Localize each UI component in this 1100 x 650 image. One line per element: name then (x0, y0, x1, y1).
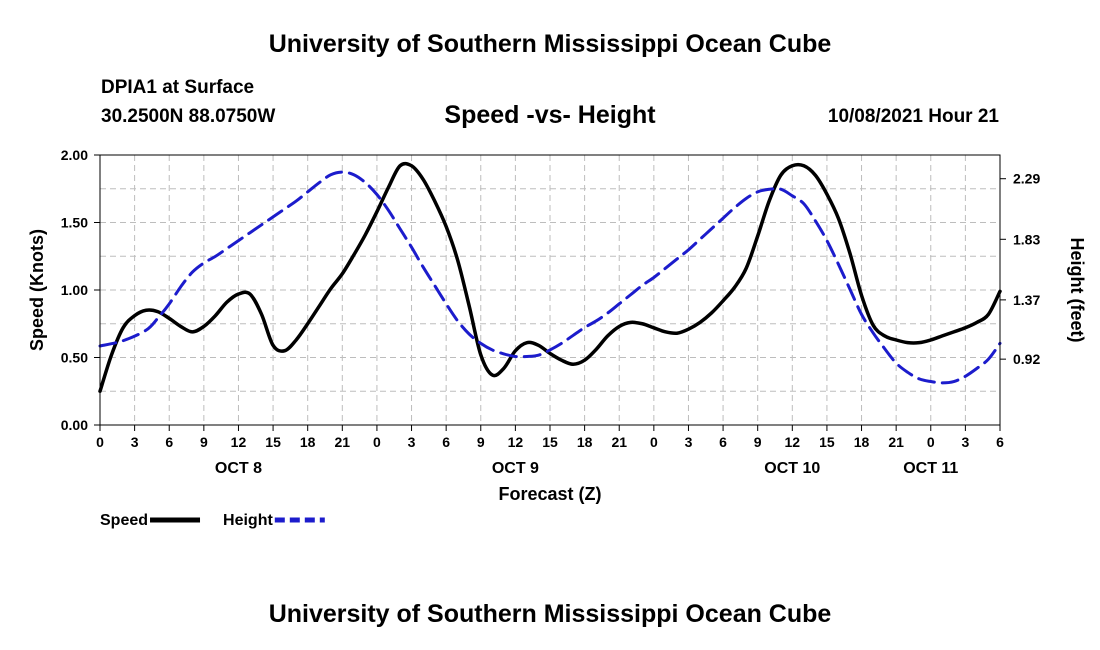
y-right-tick-label: 0.92 (1013, 351, 1040, 367)
x-tick-label: 6 (719, 434, 727, 450)
y-left-tick-label: 1.00 (61, 282, 88, 298)
x-tick-label: 12 (508, 434, 524, 450)
station-label: DPIA1 at Surface (101, 77, 255, 98)
x-tick-label: 15 (542, 434, 558, 450)
x-tick-label: 0 (927, 434, 935, 450)
y-left-axis-title: Speed (Knots) (27, 229, 47, 351)
x-tick-label: 9 (754, 434, 762, 450)
x-tick-label: 21 (888, 434, 904, 450)
x-tick-label: 3 (961, 434, 969, 450)
x-tick-label: 15 (265, 434, 281, 450)
date-label: OCT 10 (764, 460, 820, 477)
y-right-tick-label: 2.29 (1013, 171, 1040, 187)
x-tick-label: 6 (165, 434, 173, 450)
y-right-axis-title: Height (feet) (1067, 238, 1087, 343)
x-tick-label: 0 (96, 434, 104, 450)
y-right-tick-label: 1.37 (1013, 292, 1040, 308)
y-right-tick-label: 1.83 (1013, 231, 1040, 247)
date-label: OCT 9 (492, 460, 539, 477)
legend-label: Height (223, 512, 273, 529)
date-label: OCT 8 (215, 460, 262, 477)
x-tick-label: 3 (685, 434, 693, 450)
x-tick-label: 18 (300, 434, 316, 450)
x-axis-title: Forecast (Z) (498, 484, 601, 504)
x-tick-label: 12 (231, 434, 247, 450)
series-line-speed (98, 161, 1002, 393)
x-tick-label: 21 (335, 434, 351, 450)
y-left-tick-label: 1.50 (61, 215, 88, 231)
x-tick-label: 6 (442, 434, 450, 450)
x-tick-label: 3 (131, 434, 139, 450)
series-line-height (98, 170, 1002, 385)
x-tick-label: 9 (477, 434, 485, 450)
x-tick-label: 3 (408, 434, 416, 450)
datetime-label: 10/08/2021 Hour 21 (827, 106, 999, 127)
x-tick-label: 9 (200, 434, 208, 450)
y-left-tick-label: 2.00 (61, 147, 88, 163)
y-left-tick-label: 0.50 (61, 350, 88, 366)
date-label: OCT 11 (903, 460, 958, 477)
plot-frame (99, 154, 1001, 426)
x-tick-label: 21 (611, 434, 627, 450)
y-left-tick-label: 0.00 (61, 417, 88, 433)
chart-subtitle: Speed -vs- Height (444, 101, 656, 129)
x-tick-label: 18 (854, 434, 870, 450)
bottom-title: University of Southern Mississippi Ocean… (268, 600, 832, 628)
legend-label: Speed (100, 512, 148, 529)
x-tick-label: 15 (819, 434, 835, 450)
x-tick-label: 0 (650, 434, 658, 450)
x-tick-label: 12 (785, 434, 801, 450)
x-tick-label: 0 (373, 434, 381, 450)
x-tick-label: 18 (577, 434, 593, 450)
coordinates-label: 30.2500N 88.0750W (101, 106, 276, 127)
top-title: University of Southern Mississippi Ocean… (268, 30, 832, 58)
x-tick-label: 6 (996, 434, 1004, 450)
